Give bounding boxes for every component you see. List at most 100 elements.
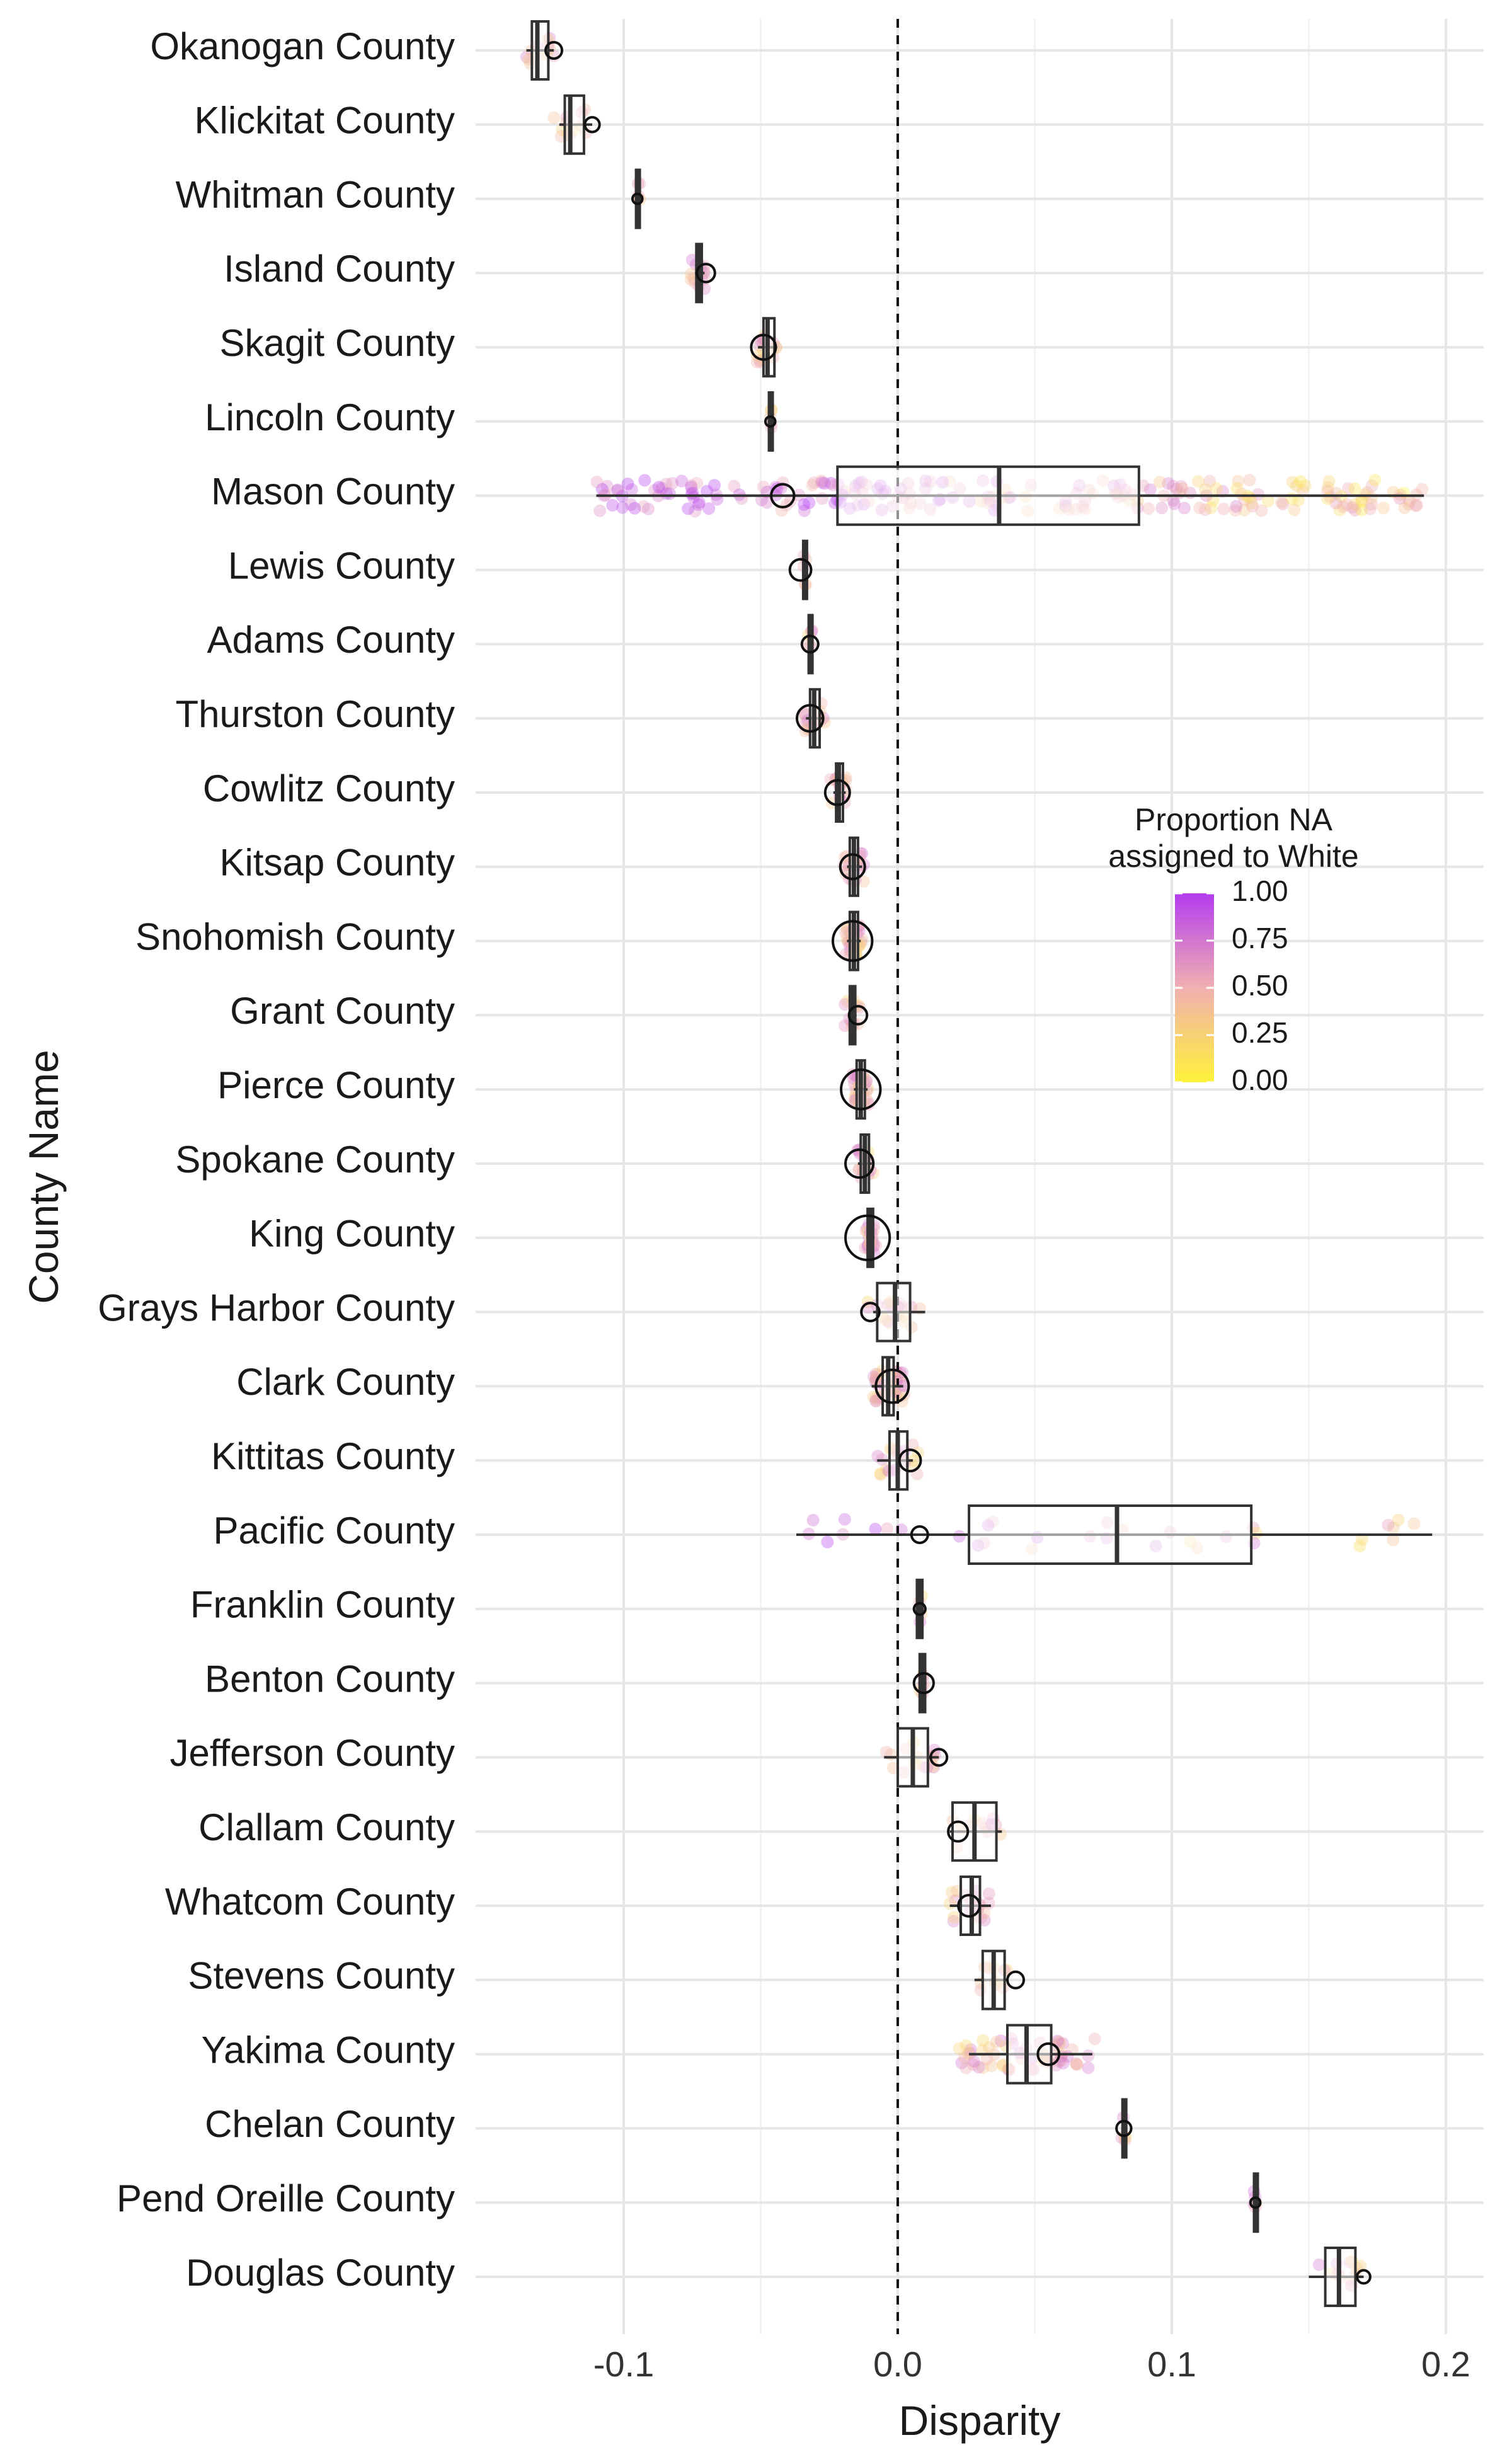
county-label-pacific-county: Pacific County [214, 1509, 455, 1552]
point-mason-county [1275, 496, 1288, 509]
point-pacific-county [1387, 1533, 1400, 1547]
box-cowlitz-county [833, 762, 846, 823]
county-label-spokane-county: Spokane County [175, 1138, 455, 1181]
point-yakima-county [980, 2053, 994, 2066]
point-island-county [684, 267, 697, 280]
point-yakima-county [1056, 2037, 1069, 2050]
county-label-mason-county: Mason County [211, 471, 455, 513]
point-mason-county [1340, 498, 1353, 511]
point-okanogan-county [520, 50, 533, 64]
point-mason-county [1355, 495, 1368, 508]
point-mason-county [685, 481, 698, 494]
point-mason-county [1167, 494, 1180, 507]
box-pacific-county [796, 1504, 1433, 1565]
county-label-franklin-county: Franklin County [190, 1584, 455, 1626]
point-mason-county [760, 496, 774, 509]
box-body-klickitat-county [563, 94, 585, 155]
mean-marker-grant-county [847, 1005, 869, 1026]
x-tick-label-2: 0.1 [1147, 2344, 1196, 2384]
point-kittitas-county [908, 1454, 920, 1467]
point-yakima-county [1082, 2049, 1095, 2062]
point-mason-county [1210, 482, 1223, 495]
county-label-benton-county: Benton County [205, 1658, 455, 1700]
county-label-thurston-county: Thurston County [175, 693, 455, 735]
point-mason-county [648, 484, 661, 497]
legend-tick-label-2: 0.50 [1232, 969, 1288, 1002]
point-mason-county [1402, 498, 1415, 511]
point-klickitat-county [547, 111, 561, 124]
point-yakima-county [990, 2036, 1003, 2049]
point-mason-county [1177, 501, 1191, 515]
county-label-pierce-county: Pierce County [217, 1064, 455, 1106]
box-benton-county [918, 1652, 927, 1714]
county-label-adams-county: Adams County [207, 619, 455, 661]
box-kitsap-county [847, 836, 862, 897]
point-yakima-county [959, 2039, 973, 2052]
box-franklin-county [915, 1578, 924, 1639]
point-mason-county [708, 479, 721, 492]
mean-marker-king-county [844, 1214, 891, 1261]
point-mason-county [1294, 475, 1307, 488]
point-mason-county [682, 502, 695, 515]
point-mason-county [1355, 503, 1368, 517]
point-pacific-county [1392, 1513, 1405, 1526]
county-label-okanogan-county: Okanogan County [150, 25, 455, 67]
county-label-clark-county: Clark County [236, 1361, 455, 1403]
box-grays-harbor-county [873, 1281, 925, 1343]
point-mason-county [806, 478, 819, 491]
point-mason-county [1252, 488, 1265, 501]
box-chelan-county [1121, 2098, 1128, 2159]
point-pacific-county [806, 1514, 820, 1526]
mean-marker-chelan-county [1115, 2119, 1133, 2138]
point-grant-county [839, 998, 852, 1011]
point-mason-county [1377, 501, 1390, 515]
x-tick-label-0: -0.1 [593, 2344, 655, 2384]
box-clallam-county [949, 1801, 1002, 1862]
point-yakima-county [955, 2056, 968, 2070]
point-jefferson-county [927, 1760, 940, 1773]
mean-marker-yakima-county [1036, 2042, 1061, 2066]
point-mason-county [1288, 503, 1301, 517]
mean-marker-whatcom-county [957, 1894, 981, 1918]
point-mason-county [1175, 480, 1188, 493]
point-mason-county [666, 477, 679, 490]
county-label-grant-county: Grant County [230, 990, 455, 1032]
point-mason-county [1203, 474, 1217, 488]
mean-marker-pierce-county [840, 1068, 882, 1111]
point-mason-county [1333, 503, 1346, 517]
point-mason-county [1192, 475, 1205, 488]
x-tick-label-3: 0.2 [1421, 2344, 1470, 2384]
point-mason-county [624, 498, 638, 511]
point-mason-county [638, 474, 651, 487]
point-pacific-county [1382, 1518, 1395, 1532]
point-mason-county [798, 498, 811, 511]
point-mason-county [1193, 501, 1206, 515]
point-clark-county [897, 1379, 910, 1392]
point-mason-county [652, 481, 665, 494]
legend-tick-label-3: 0.25 [1232, 1016, 1288, 1049]
point-mason-county [1153, 476, 1166, 489]
box-body-yakima-county [1006, 2024, 1053, 2085]
point-mason-county [1198, 503, 1211, 516]
mean-marker-thurston-county [796, 704, 825, 733]
mean-marker-snohomish-county [832, 920, 874, 962]
point-mason-county [595, 483, 609, 496]
point-mason-county [1168, 497, 1181, 510]
x-tick-label-1: 0.0 [873, 2344, 922, 2384]
county-label-stevens-county: Stevens County [188, 1955, 455, 1997]
point-pacific-county [869, 1523, 882, 1536]
point-mason-county [1368, 474, 1382, 487]
point-mason-county [1246, 500, 1259, 513]
point-mason-county [1142, 502, 1155, 515]
point-mason-county [702, 502, 716, 515]
county-label-snohomish-county: Snohomish County [135, 915, 455, 958]
point-mason-county [1238, 503, 1251, 517]
point-mason-county [655, 481, 668, 495]
box-okanogan-county [526, 20, 554, 81]
county-label-clallam-county: Clallam County [198, 1806, 455, 1848]
point-mason-county [1276, 498, 1290, 511]
county-label-whatcom-county: Whatcom County [165, 1881, 455, 1923]
point-whatcom-county [948, 1911, 961, 1923]
mean-marker-okanogan-county [544, 41, 564, 60]
point-mason-county [815, 476, 828, 489]
